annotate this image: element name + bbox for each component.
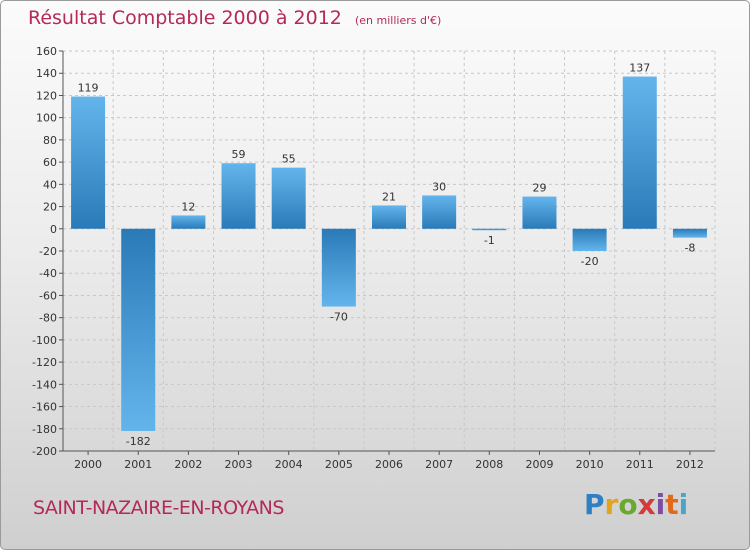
- logo-letter: r: [604, 488, 619, 521]
- x-tick-label: 2012: [676, 458, 704, 471]
- y-tick-label: -100: [32, 334, 57, 347]
- y-tick-label: 120: [36, 89, 57, 102]
- bar-2006: [372, 205, 406, 229]
- title-row: Résultat Comptable 2000 à 2012 (en milli…: [28, 7, 441, 29]
- bar-2005: [321, 228, 356, 307]
- y-tick-label: -140: [32, 378, 57, 391]
- chart-title: Résultat Comptable 2000 à 2012: [28, 7, 342, 29]
- x-tick-label: 2000: [74, 458, 102, 471]
- x-tick-label: 2005: [325, 458, 353, 471]
- data-label: -1: [484, 234, 495, 247]
- y-tick-label: 160: [36, 45, 57, 58]
- x-tick-label: 2007: [425, 458, 453, 471]
- bar-2009: [522, 196, 557, 229]
- y-tick-label: -80: [39, 312, 57, 325]
- data-label: 12: [181, 200, 195, 213]
- commune-name: SAINT-NAZAIRE-EN-ROYANS: [33, 497, 284, 519]
- x-tick-label: 2004: [275, 458, 303, 471]
- data-label: 59: [232, 148, 246, 161]
- logo-letter: P: [584, 488, 605, 521]
- bar-2001: [121, 228, 156, 431]
- data-label: -182: [126, 435, 151, 448]
- y-tick-label: -200: [32, 445, 57, 458]
- data-label: 30: [432, 180, 446, 193]
- y-tick-label: 100: [36, 112, 57, 125]
- y-tick-label: 140: [36, 67, 57, 80]
- y-tick-label: 80: [43, 134, 57, 147]
- bar-2003: [221, 163, 256, 229]
- x-tick-label: 2003: [225, 458, 253, 471]
- proxiti-logo: Proxiti: [584, 488, 688, 521]
- data-label: 55: [282, 153, 296, 166]
- chart-subtitle: (en milliers d'€): [354, 14, 442, 27]
- data-label: 119: [78, 82, 99, 95]
- y-tick-label: -40: [39, 267, 57, 280]
- logo-letter: t: [665, 488, 679, 521]
- y-tick-label: -120: [32, 356, 57, 369]
- data-label: -20: [581, 255, 599, 268]
- y-tick-label: 40: [43, 178, 57, 191]
- logo-letter: i: [655, 488, 666, 521]
- data-label: 21: [382, 190, 396, 203]
- data-label: 29: [532, 182, 546, 195]
- data-label: 137: [629, 62, 650, 75]
- y-tick-label: -20: [39, 245, 57, 258]
- x-tick-label: 2006: [375, 458, 403, 471]
- y-tick-label: -60: [39, 289, 57, 302]
- bar-2012: [672, 228, 707, 238]
- y-tick-label: 0: [50, 223, 57, 236]
- x-tick-label: 2010: [576, 458, 604, 471]
- logo-letter: o: [618, 488, 638, 521]
- y-tick-label: -180: [32, 423, 57, 436]
- x-tick-label: 2002: [174, 458, 202, 471]
- x-tick-label: 2011: [626, 458, 654, 471]
- bar-2002: [171, 215, 206, 229]
- logo-letter: i: [678, 488, 689, 521]
- logo-letter: x: [637, 488, 656, 521]
- bar-2011: [622, 76, 657, 229]
- x-tick-label: 2008: [475, 458, 503, 471]
- y-tick-label: 20: [43, 201, 57, 214]
- x-tick-label: 2001: [124, 458, 152, 471]
- data-label: -8: [684, 242, 695, 255]
- data-label: -70: [330, 311, 348, 324]
- y-tick-label: -160: [32, 401, 57, 414]
- bar-2004: [271, 167, 306, 229]
- bar-2007: [422, 195, 457, 229]
- y-tick-label: 60: [43, 156, 57, 169]
- bar-2008: [472, 228, 507, 231]
- bar-2000: [71, 96, 106, 229]
- bar-2010: [572, 228, 607, 251]
- x-tick-label: 2009: [525, 458, 553, 471]
